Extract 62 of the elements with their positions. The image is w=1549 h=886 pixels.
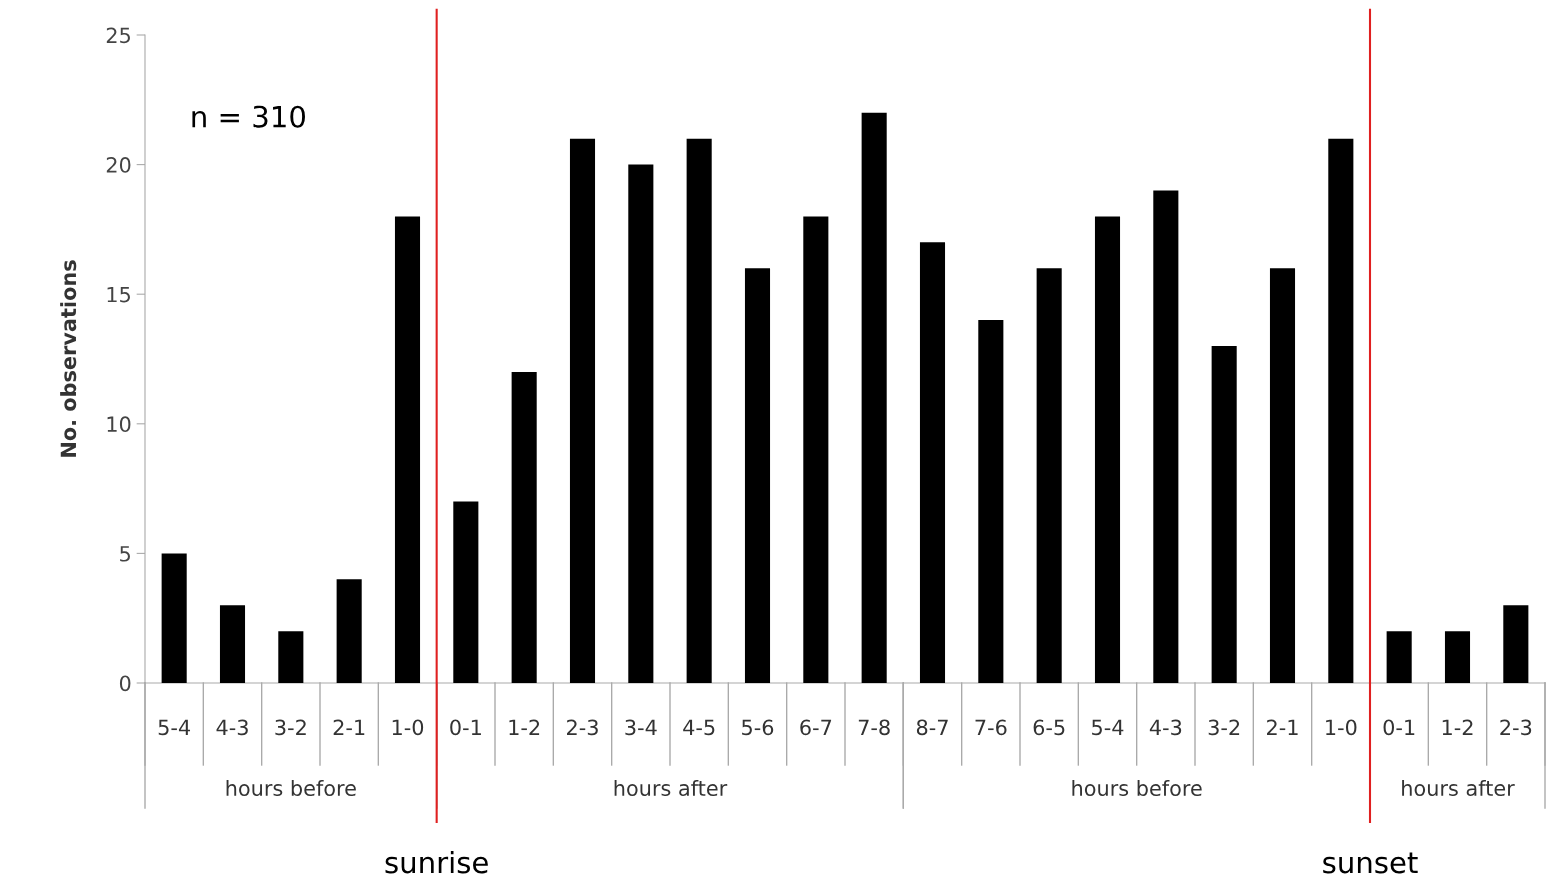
text: hours before xyxy=(1072,779,1202,797)
bar xyxy=(1211,346,1237,683)
x-tick-label: 2-3 xyxy=(567,719,598,736)
text: hours before xyxy=(226,779,356,797)
x-tick-label: 5-4 xyxy=(1092,719,1124,736)
bar xyxy=(336,579,362,683)
x-tick-label: 1-0 xyxy=(1326,719,1357,736)
bar xyxy=(569,138,596,683)
bar xyxy=(686,138,712,683)
y-tick-label: 20 xyxy=(106,157,131,173)
y-tick-label: 5 xyxy=(120,546,130,562)
bar xyxy=(161,553,187,683)
y-tick-label: 10 xyxy=(107,416,131,433)
x-tick-label: 7-6 xyxy=(975,719,1007,736)
x-tick-label: 5-4 xyxy=(158,719,191,736)
bar xyxy=(628,164,654,683)
y-axis-title: No. observations xyxy=(60,260,77,457)
x-tick-label: 5-6 xyxy=(742,719,774,736)
x-tick-label: 2-3 xyxy=(1500,719,1532,736)
text: hours after xyxy=(614,779,728,797)
bar xyxy=(278,631,304,683)
bar xyxy=(1269,268,1296,683)
bar xyxy=(394,216,421,683)
x-tick-label: 2-1 xyxy=(333,719,365,735)
bar xyxy=(1094,216,1121,683)
annotation: n = 310 xyxy=(192,105,305,128)
x-tick-label: 4-3 xyxy=(216,719,248,736)
x-tick-label: 3-4 xyxy=(625,719,657,736)
bar xyxy=(1036,268,1062,683)
bar xyxy=(1153,190,1179,683)
y-tick-label: 0 xyxy=(119,675,131,692)
bar xyxy=(1503,605,1529,683)
bar xyxy=(1328,138,1354,683)
bar xyxy=(511,371,537,683)
x-tick-label: 4-5 xyxy=(683,719,715,736)
text: hours after xyxy=(1402,779,1515,797)
bar xyxy=(219,605,246,683)
x-tick-label: 0-1 xyxy=(450,719,481,736)
bar xyxy=(1444,631,1471,683)
text: sunrise xyxy=(385,850,488,874)
x-tick-label: 3-2 xyxy=(275,719,306,736)
bar xyxy=(978,320,1004,683)
bar xyxy=(453,501,479,683)
x-tick-label: 0-1 xyxy=(1383,719,1415,736)
x-tick-label: 4-3 xyxy=(1149,719,1182,736)
x-tick-label: 3-2 xyxy=(1208,719,1240,736)
text: sunset xyxy=(1323,852,1418,874)
x-tick-label: 1-0 xyxy=(392,719,424,736)
y-tick-label: 25 xyxy=(106,27,130,44)
x-tick-label: 6-7 xyxy=(800,719,832,736)
bar xyxy=(919,242,946,683)
x-tick-label: 1-2 xyxy=(1442,719,1473,735)
bar xyxy=(1386,631,1412,683)
bar xyxy=(744,268,771,683)
x-tick-label: 8-7 xyxy=(916,719,948,736)
y-tick-label: 15 xyxy=(107,286,130,303)
x-tick-label: 1-2 xyxy=(509,719,540,735)
x-tick-label: 6-5 xyxy=(1033,719,1065,736)
bar xyxy=(861,112,887,683)
x-tick-label: 2-1 xyxy=(1267,719,1298,735)
bar xyxy=(803,216,829,683)
x-tick-label: 7-8 xyxy=(858,719,890,736)
